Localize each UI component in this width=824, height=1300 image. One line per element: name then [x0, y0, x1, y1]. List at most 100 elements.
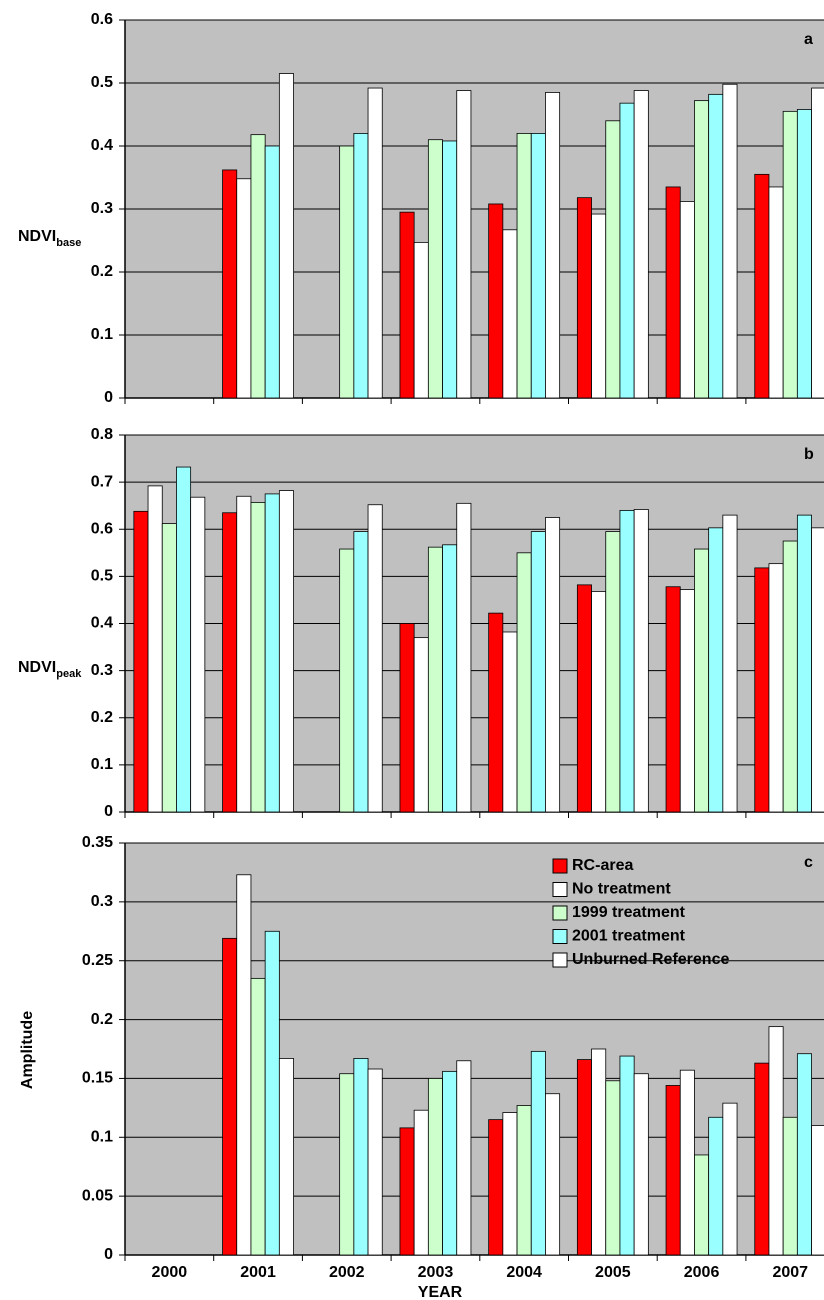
bar	[367, 504, 383, 813]
bar	[339, 1073, 355, 1256]
bar	[427, 1078, 443, 1256]
bar	[811, 87, 824, 399]
bar	[190, 496, 206, 813]
y-tick-label: 0.3	[91, 662, 113, 679]
panel-label: a	[804, 31, 813, 48]
bar	[353, 531, 369, 813]
bar	[754, 173, 770, 399]
bar	[665, 1085, 681, 1256]
bar	[161, 523, 177, 813]
bar	[264, 493, 280, 813]
bar	[722, 1102, 738, 1256]
x-tick-label: 2002	[329, 1264, 365, 1281]
bar	[768, 563, 784, 813]
y-axis-label: Amplitude	[19, 1011, 36, 1089]
bar	[530, 132, 546, 399]
bar	[576, 197, 592, 399]
y-tick-label: 0	[104, 1246, 113, 1263]
bar	[796, 514, 812, 813]
bar	[264, 145, 280, 399]
x-tick-label: 2003	[418, 1264, 454, 1281]
y-tick-label: 0.3	[91, 893, 113, 910]
y-tick-label: 0.6	[91, 11, 113, 28]
bar	[456, 90, 472, 399]
bar	[694, 100, 710, 399]
y-tick-label: 0.5	[91, 568, 113, 585]
legend-swatch	[552, 905, 568, 921]
bar	[222, 512, 238, 813]
bar	[619, 509, 635, 813]
bar	[488, 612, 504, 813]
bar	[782, 110, 798, 399]
bar	[811, 1125, 824, 1256]
bar	[768, 1026, 784, 1256]
x-tick-label: 2004	[506, 1264, 542, 1281]
bar	[619, 102, 635, 399]
bar	[133, 510, 149, 813]
y-tick-label: 0	[104, 389, 113, 406]
bar	[427, 139, 443, 399]
y-tick-label: 0.5	[91, 74, 113, 91]
legend-label: 2001 treatment	[572, 928, 686, 945]
bar	[708, 1116, 724, 1256]
bar	[679, 201, 695, 399]
bar	[576, 584, 592, 813]
bar	[250, 501, 266, 813]
bar	[442, 544, 458, 813]
bar	[679, 1069, 695, 1256]
legend-label: Unburned Reference	[572, 951, 729, 968]
legend-label: 1999 treatment	[572, 904, 686, 921]
x-tick-label: 2000	[152, 1264, 188, 1281]
bar	[427, 546, 443, 813]
bar	[488, 1119, 504, 1256]
bar	[605, 1080, 621, 1256]
bar	[442, 140, 458, 399]
y-tick-label: 0.3	[91, 200, 113, 217]
bar	[339, 145, 355, 399]
y-tick-label: 0.1	[91, 326, 113, 343]
bar	[399, 211, 415, 399]
y-axis-label-main: NDVI	[18, 228, 56, 245]
y-tick-label: 0.2	[91, 1011, 113, 1028]
bar	[708, 527, 724, 813]
bar	[236, 178, 252, 399]
y-tick-label: 0.2	[91, 709, 113, 726]
y-axis-label-main: NDVI	[18, 659, 56, 676]
x-tick-label: 2005	[595, 1264, 631, 1281]
bar	[222, 937, 238, 1256]
bar	[488, 203, 504, 399]
legend-swatch	[552, 882, 568, 897]
bar	[708, 93, 724, 399]
bar	[591, 213, 607, 399]
y-axis-label-subscript: peak	[56, 668, 82, 680]
bar	[413, 637, 429, 813]
bar	[619, 1055, 635, 1256]
panel-label: c	[804, 854, 813, 871]
bar	[413, 241, 429, 399]
y-tick-label: 0.2	[91, 263, 113, 280]
legend-swatch	[552, 858, 568, 874]
bar	[502, 631, 518, 813]
bar	[768, 186, 784, 399]
bar	[633, 1073, 649, 1256]
bar	[250, 134, 266, 399]
bar	[278, 73, 294, 399]
bar	[679, 589, 695, 813]
bar	[353, 1058, 369, 1256]
bar	[250, 977, 266, 1256]
y-tick-label: 0.7	[91, 473, 113, 490]
bar	[516, 132, 532, 399]
bar	[456, 502, 472, 813]
bar	[236, 495, 252, 813]
bar	[633, 90, 649, 399]
bar	[516, 1105, 532, 1256]
y-tick-label: 0.05	[82, 1187, 113, 1204]
legend-label: No treatment	[572, 881, 671, 898]
bar	[278, 1058, 294, 1256]
legend-label: RC-area	[572, 857, 633, 874]
y-tick-label: 0.4	[91, 137, 113, 154]
bar	[399, 623, 415, 813]
bar	[353, 132, 369, 399]
x-tick-label: 2001	[240, 1264, 276, 1281]
bar	[516, 552, 532, 813]
